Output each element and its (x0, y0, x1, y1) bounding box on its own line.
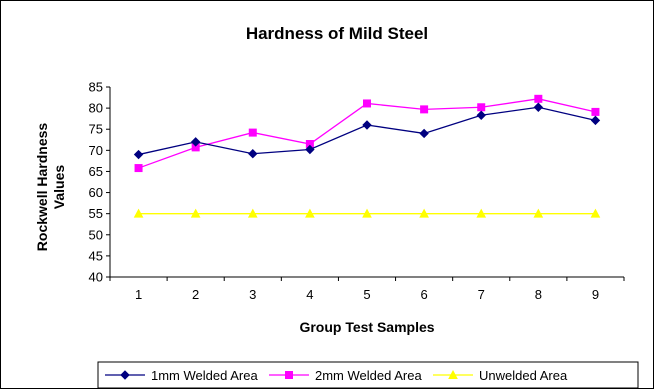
legend: 1mm Welded Area 2mm Welded Area Unwelded A… (97, 361, 639, 388)
x-tick-label: 6 (420, 287, 427, 302)
x-tick-label: 2 (192, 287, 199, 302)
legend-item: 2mm Welded Area (269, 368, 422, 383)
x-tick-label: 3 (249, 287, 256, 302)
y-tick-label: 55 (89, 206, 103, 221)
data-point (134, 164, 143, 173)
legend-label: 2mm Welded Area (315, 368, 422, 383)
x-tick-label: 7 (478, 287, 485, 302)
y-tick-label: 50 (89, 227, 103, 242)
data-point (190, 137, 201, 147)
y-tick-label: 60 (89, 185, 103, 200)
legend-swatch-marker (285, 371, 293, 379)
legend-item: 1mm Welded Area (105, 368, 258, 383)
legend-label: 1mm Welded Area (151, 368, 258, 383)
y-tick-label: 75 (89, 122, 103, 137)
data-point (420, 105, 429, 114)
x-tick-label: 5 (363, 287, 370, 302)
data-point (305, 144, 315, 155)
data-point (476, 208, 487, 218)
legend-box (97, 361, 639, 388)
y-axis-label-line-2: Values (51, 165, 67, 210)
data-point (534, 94, 543, 103)
data-point (590, 208, 601, 218)
legend-swatch-marker (120, 370, 130, 380)
series-layer (133, 94, 601, 218)
x-tick-label: 8 (535, 287, 542, 302)
legend-swatch-marker (448, 369, 458, 379)
data-point (476, 110, 486, 120)
y-axis-label-line-1: Rockwell Hardness (34, 123, 50, 252)
axes (109, 87, 624, 278)
y-tick-label: 80 (89, 101, 103, 116)
y-tick-label: 40 (89, 270, 103, 285)
x-axis-label: Group Test Samples (299, 319, 434, 335)
data-point (305, 208, 315, 218)
data-point (247, 208, 258, 218)
data-point (362, 120, 372, 130)
data-point (363, 99, 371, 108)
y-tick-label: 65 (89, 164, 103, 179)
data-point (133, 208, 144, 218)
data-point (591, 107, 600, 116)
data-point (248, 149, 258, 159)
series-line (138, 106, 596, 156)
y-axis-label: Rockwell Hardness Values (34, 123, 67, 252)
data-point (477, 103, 486, 112)
y-tick-label: 45 (89, 248, 103, 263)
series-1mm-welded-area (133, 102, 601, 160)
data-point (590, 115, 601, 126)
y-tick-label: 85 (89, 80, 103, 95)
data-point (533, 102, 544, 112)
x-tick-label: 1 (135, 287, 142, 302)
data-point (533, 208, 544, 218)
data-point (248, 128, 257, 137)
y-tick-label: 70 (89, 143, 103, 158)
data-point (362, 208, 372, 218)
legend-item: Unwelded Area (433, 368, 568, 383)
data-point (419, 128, 429, 139)
chart-title: Hardness of Mild Steel (246, 24, 428, 43)
series-unwelded-area (133, 208, 601, 218)
data-point (190, 208, 201, 218)
x-tick-label: 9 (592, 287, 599, 302)
data-point (133, 149, 144, 160)
legend-label: Unwelded Area (479, 368, 568, 383)
x-tick-label: 4 (306, 287, 313, 302)
series-2mm-welded-area (134, 94, 600, 173)
data-point (419, 208, 429, 218)
